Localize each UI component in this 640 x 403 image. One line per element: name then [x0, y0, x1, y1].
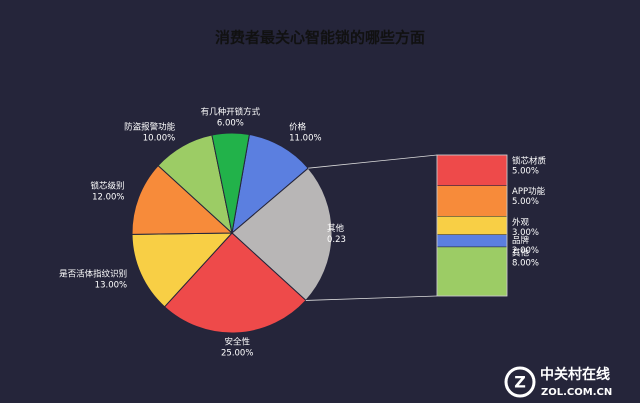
bar-value: 5.00%	[512, 167, 539, 177]
slice-label: 价格	[289, 122, 307, 133]
pie-slice	[163, 232, 307, 334]
slice-value: 11.00%	[289, 134, 321, 144]
logo	[504, 366, 536, 398]
bar-label: APP功能	[512, 186, 546, 197]
bar-segment	[436, 185, 508, 217]
pie-slice	[131, 232, 234, 308]
logo-letter: Z	[514, 373, 526, 392]
pie-slice	[131, 164, 234, 235]
bar-segment	[436, 246, 508, 297]
slice-label: 锁芯级别	[90, 181, 124, 192]
pie-slice	[211, 132, 250, 234]
pie-slice	[231, 133, 309, 235]
bar-value: 2.00%	[512, 246, 539, 256]
slice-value: 25.00%	[221, 348, 253, 358]
bar-outline	[436, 154, 508, 297]
bar-segment	[436, 216, 508, 235]
bar-value: 5.00%	[512, 197, 539, 207]
pie-slice	[231, 167, 333, 302]
bar-label: 外观	[512, 217, 530, 228]
slice-label: 其他	[327, 223, 345, 234]
connector	[305, 295, 438, 301]
chart-title: 消费者最关心智能锁的哪些方面	[215, 29, 425, 47]
bar-label: 品牌	[512, 235, 530, 246]
slice-value: 13.00%	[95, 281, 127, 291]
bar-label: 锁芯材质	[512, 156, 547, 167]
bar-segment	[436, 234, 508, 248]
slice-value: 10.00%	[143, 134, 175, 144]
slice-label: 安全性	[224, 336, 250, 347]
slice-value: 0.23	[327, 235, 346, 245]
slice-label: 防盗报警功能	[124, 122, 176, 133]
bar-segment	[436, 154, 508, 186]
watermark-site: ZOL.COM.CN	[541, 387, 612, 398]
connector	[308, 154, 438, 169]
slice-value: 6.00%	[217, 119, 244, 129]
slice-label: 有几种开锁方式	[201, 107, 261, 118]
bar-value: 3.00%	[512, 228, 539, 238]
bar-value: 8.00%	[512, 258, 539, 268]
bar-label: 其他	[512, 247, 530, 258]
slice-value: 12.00%	[92, 193, 124, 203]
watermark-name: 中关村在线	[540, 366, 610, 383]
slice-label: 是否活体指纹识别	[59, 269, 127, 280]
